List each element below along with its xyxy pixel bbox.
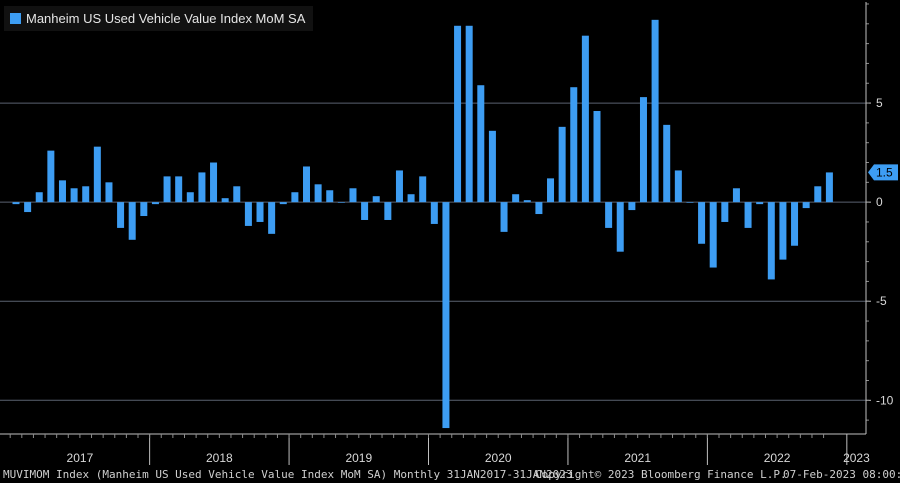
footer-timestamp: 07-Feb-2023 08:00:21 — [783, 468, 900, 481]
bar — [512, 194, 520, 203]
bar — [279, 202, 287, 205]
bar — [593, 110, 601, 203]
x-year-label: 2017 — [67, 451, 94, 465]
x-year-label: 2023 — [843, 451, 870, 465]
bar-chart: 5 0 -5 -10 1.5 2017 2018 2019 2020 2021 2022 2023 — [0, 0, 900, 467]
bar — [151, 202, 159, 205]
x-year-label: 2022 — [764, 451, 791, 465]
bar — [117, 202, 125, 228]
bar — [558, 126, 566, 203]
bar — [361, 202, 369, 220]
bar — [395, 170, 403, 203]
last-value-badge — [868, 164, 898, 181]
bar — [233, 186, 241, 203]
bar — [291, 192, 299, 203]
bar — [628, 202, 636, 211]
bar — [756, 202, 764, 205]
bar — [477, 85, 485, 203]
y-tick-label: 0 — [876, 195, 883, 209]
legend-label: Manheim US Used Vehicle Value Index MoM … — [26, 11, 306, 26]
bar — [221, 198, 229, 203]
bar — [651, 19, 659, 203]
legend-swatch — [10, 13, 21, 24]
bar — [686, 202, 694, 203]
bar — [303, 166, 310, 203]
bar — [35, 192, 43, 203]
bar — [244, 202, 252, 226]
bar — [639, 97, 647, 203]
bar — [454, 25, 462, 203]
last-value-label: 1.5 — [876, 165, 893, 179]
chart-footer: MUVIMOM Index (Manheim US Used Vehicle V… — [0, 467, 900, 483]
bar — [47, 150, 55, 203]
bar — [570, 87, 578, 203]
bar — [802, 202, 810, 209]
bar — [744, 202, 752, 228]
bar — [825, 172, 833, 203]
bar — [349, 188, 357, 203]
chart-legend: Manheim US Used Vehicle Value Index MoM … — [4, 6, 314, 31]
bar — [698, 202, 706, 244]
x-year-label: 2018 — [206, 451, 233, 465]
bar — [384, 202, 392, 220]
bar — [430, 202, 438, 224]
bar — [268, 202, 276, 234]
bar — [732, 188, 740, 203]
bar — [465, 25, 473, 203]
bar — [616, 202, 624, 252]
bar — [163, 176, 171, 203]
y-tick-label: -5 — [876, 294, 887, 308]
bar — [12, 202, 20, 205]
x-year-label: 2019 — [345, 451, 372, 465]
bar — [674, 170, 682, 203]
bar — [326, 190, 334, 203]
bar — [767, 202, 775, 280]
bar — [70, 188, 78, 203]
bar — [372, 196, 380, 203]
bar — [140, 202, 148, 217]
bar — [779, 202, 787, 260]
bar — [337, 202, 345, 203]
bar — [535, 202, 543, 215]
bar — [663, 124, 671, 203]
bar — [210, 162, 218, 203]
bar — [581, 35, 589, 203]
bar — [175, 176, 183, 203]
y-tick-label: -10 — [876, 393, 894, 407]
bar — [58, 180, 66, 203]
bar — [547, 178, 555, 203]
bar — [93, 146, 101, 203]
bar — [605, 202, 613, 228]
bar — [314, 184, 322, 203]
bar — [105, 182, 113, 203]
bar — [488, 130, 496, 203]
y-tick-label: 5 — [876, 96, 883, 110]
bar — [186, 192, 194, 203]
x-year-label: 2020 — [485, 451, 512, 465]
bar — [721, 202, 729, 222]
bar — [407, 194, 415, 203]
bar — [500, 202, 508, 232]
bar — [791, 202, 799, 246]
bar — [128, 202, 136, 240]
bar — [82, 186, 90, 203]
footer-copyright: Copyright© 2023 Bloomberg Finance L.P. — [535, 468, 787, 481]
bar — [256, 202, 264, 222]
x-year-label: 2021 — [624, 451, 651, 465]
bar — [24, 202, 32, 213]
bar — [814, 186, 822, 203]
bar — [442, 202, 450, 429]
bar — [419, 176, 427, 203]
bar — [198, 172, 206, 203]
footer-ticker-description: MUVIMOM Index (Manheim US Used Vehicle V… — [3, 468, 573, 481]
bar — [709, 202, 717, 268]
bar — [523, 200, 531, 203]
